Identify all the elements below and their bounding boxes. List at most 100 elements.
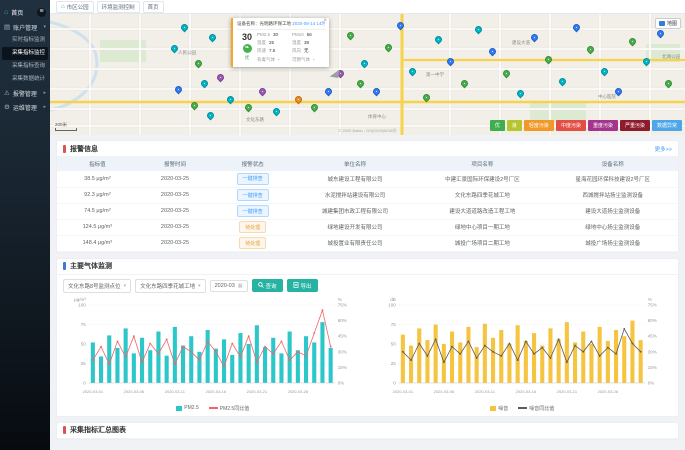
section-accent [63,144,66,153]
svg-text:15%: 15% [647,364,656,369]
topbar: ⌂ 市区公园 环境监测控制 首页 [50,0,685,14]
svg-text:60%: 60% [647,318,656,323]
noise-chart-legend: 噪音 噪音同比值 [369,404,677,416]
popup-metric: 风速 7.5 [257,48,290,54]
aqi-level-优[interactable]: 优 [489,120,505,131]
map-canvas[interactable]: 人民公园 文化东路 第一中学 建设大道 中心医院 体育中心 北湖公园 × 设备名称：光明路环… [50,14,685,135]
sidebar-item-采集数据统计[interactable]: 采集数据统计 [12,76,46,82]
filter-value: 2020-03 [214,282,235,289]
aqi-level-严重污染[interactable]: 严重污染 [619,120,650,131]
status-button[interactable]: 一键排查 [236,172,269,185]
svg-text:75%: 75% [338,302,347,307]
metric-value: 7.5 [269,48,276,53]
alarm-title: 报警信息 [70,145,98,153]
metric-value: 38 [304,39,310,45]
tab-首页[interactable]: 首页 [142,0,164,13]
sidebar-item-实时指标监测[interactable]: 实时指标监测 [12,37,46,43]
cell-time: 2020-03-25 [137,219,213,236]
menu-icon[interactable]: ≡ [37,7,46,17]
sidebar-menu: ▤ 账户管理 ▾ 实时指标监测采集指标监控采集指标查询 采集数据统计 ⚠ 报警管理 ▸ ⚙ 运维管… [0,20,50,114]
导出-button[interactable]: 导出 [286,279,318,292]
device-popup: × 设备名称：光明路环保工地 2020-08-14 14时 30 ❧ 优 PM2… [231,18,329,67]
map-place-label: 中心医院 [598,94,616,99]
alarm-card-header: 报警信息 更多>> [57,141,678,157]
legend-item-PM2.5同比值[interactable]: PM2.5同比值 [208,405,249,412]
chevron-icon: ▾ [43,24,46,30]
map-type-control[interactable]: 地图 [654,18,681,29]
sidebar-item-home[interactable]: ⌂ 首页 ≡ [0,4,50,20]
status-button[interactable]: 待处理 [239,221,267,233]
cell-status: 待处理 [212,235,293,252]
metric-value: 无 [304,48,309,53]
filter-文化东路8号监测点位[interactable]: 文化东路8号监测点位 ▾ [63,278,132,293]
status-button[interactable]: 一键排查 [236,205,269,217]
sidebar-group-运维管理[interactable]: ⚙ 运维管理 ▸ [0,100,50,114]
aqi-level-轻度污染[interactable]: 轻度污染 [523,120,554,131]
popup-metric: 温度 25 [257,40,290,46]
popup-metric: 可燃气体 - [292,57,325,63]
cell-device: 城投广场扬尘监测设备 [547,235,678,252]
tab-label: 市区公园 [66,4,89,11]
legend-label: 噪音 [498,405,509,412]
filter-文化东路四季花城工地[interactable]: 文化东路四季花城工地 ▾ [135,278,206,293]
chevron-down-icon: ▾ [123,282,127,289]
cell-unit: 水泥搅拌站建设有限公司 [292,187,418,204]
monitor-filters: 文化东路8号监测点位 ▾ 文化东路四季花城工地 ▾ 2020-03 ▦ 查询 导出 [57,275,678,295]
tab-市区公园[interactable]: ⌂ 市区公园 [56,0,94,13]
aqi-level-重度污染[interactable]: 重度污染 [587,120,618,131]
cell-project: 建设大道道路改造工程工地 [417,203,548,220]
aqi-value: 30 [241,32,252,42]
aqi-level-良[interactable]: 良 [506,120,522,131]
legend-item-噪音同比值[interactable]: 噪音同比值 [518,405,554,412]
sidebar-item-采集指标查询[interactable]: 采集指标查询 [12,63,46,69]
legend-swatch [518,407,528,409]
查询-button[interactable]: 查询 [251,279,283,292]
filter-2020-03[interactable]: 2020-03 ▦ [209,279,248,292]
svg-text:2020-03-26: 2020-03-26 [597,389,618,394]
metric-value: 30 [273,32,279,37]
cell-project: 城投广场项目二期工地 [417,235,548,252]
cell-status: 一键排查 [212,187,293,204]
svg-text:0%: 0% [647,380,654,385]
sidebar: ⌂ 首页 ≡ ▤ 账户管理 ▾ 实时指标监测采集指标监控采集指标查询 采集数据统计 ⚠ 报警… [0,0,50,450]
cell-unit: 绿地建设开发有限公司 [292,219,418,236]
svg-text:15%: 15% [338,364,347,369]
cell-project: 中建汇景国际环保建设2号厂区 [417,171,548,188]
tab-环境监测控制[interactable]: 环境监测控制 [96,0,140,13]
status-button[interactable]: 待处理 [239,237,267,249]
legend-item-PM2.5[interactable]: PM2.5 [176,405,199,412]
table-row: 148.4 μg/m³ 2020-03-25 待处理 城投置业有限责任公司 城投广场项目… [57,235,678,252]
summary-card-header: 采集指标汇总图表 [57,423,678,439]
close-icon[interactable]: × [323,18,327,24]
cell-project: 绿地中心项目一期工地 [417,219,548,236]
svg-text:2020-03-16: 2020-03-16 [206,389,227,394]
aqi-level-中度污染[interactable]: 中度污染 [555,120,586,131]
status-button[interactable]: 一键排查 [236,189,269,201]
map-place-label: 第一中学 [426,72,444,77]
tab-label: 环境监测控制 [101,4,135,11]
popup-metrics: PM2.5 30 PM10 56 温度 25 湿度 38 风速 7.5 风向无有毒气体 - 可燃气体 - [257,32,325,63]
popup-metric: 风向无 [292,48,325,54]
column-header: 指标值 [57,157,138,171]
action-label: 导出 [300,283,312,290]
sidebar-item-采集指标监控[interactable]: 采集指标监控 [2,47,48,60]
legend-item-噪音[interactable]: 噪音 [490,405,508,412]
svg-text:2020-03-26: 2020-03-26 [288,389,309,394]
cell-status: 待处理 [212,219,293,236]
sidebar-home-label: 首页 [11,10,24,17]
svg-text:2020-03-21: 2020-03-21 [247,389,268,394]
aqi-level-数据异常[interactable]: 数据异常 [651,120,682,131]
sidebar-group-账户管理[interactable]: ▤ 账户管理 ▾ [0,20,50,34]
map-place-label: 建设大道 [512,40,530,45]
svg-text:30%: 30% [338,349,347,354]
alarm-more-link[interactable]: 更多>> [654,146,672,153]
cell-time: 2020-03-25 [137,235,213,252]
metric-key: PM10 [292,32,304,37]
alarm-table: 指标值 报警时间 报警状态 单位名称 项目名称 设备名称 38.5 μg/m³ 2020-0… [57,157,678,252]
cell-value: 74.5 μg/m³ [57,203,138,220]
metric-value: 56 [306,32,312,37]
sidebar-group-报警管理[interactable]: ⚠ 报警管理 ▸ [0,86,50,100]
sidebar-group-label: 运维管理 [12,105,37,112]
metric-key: 可燃气体 [292,56,310,62]
